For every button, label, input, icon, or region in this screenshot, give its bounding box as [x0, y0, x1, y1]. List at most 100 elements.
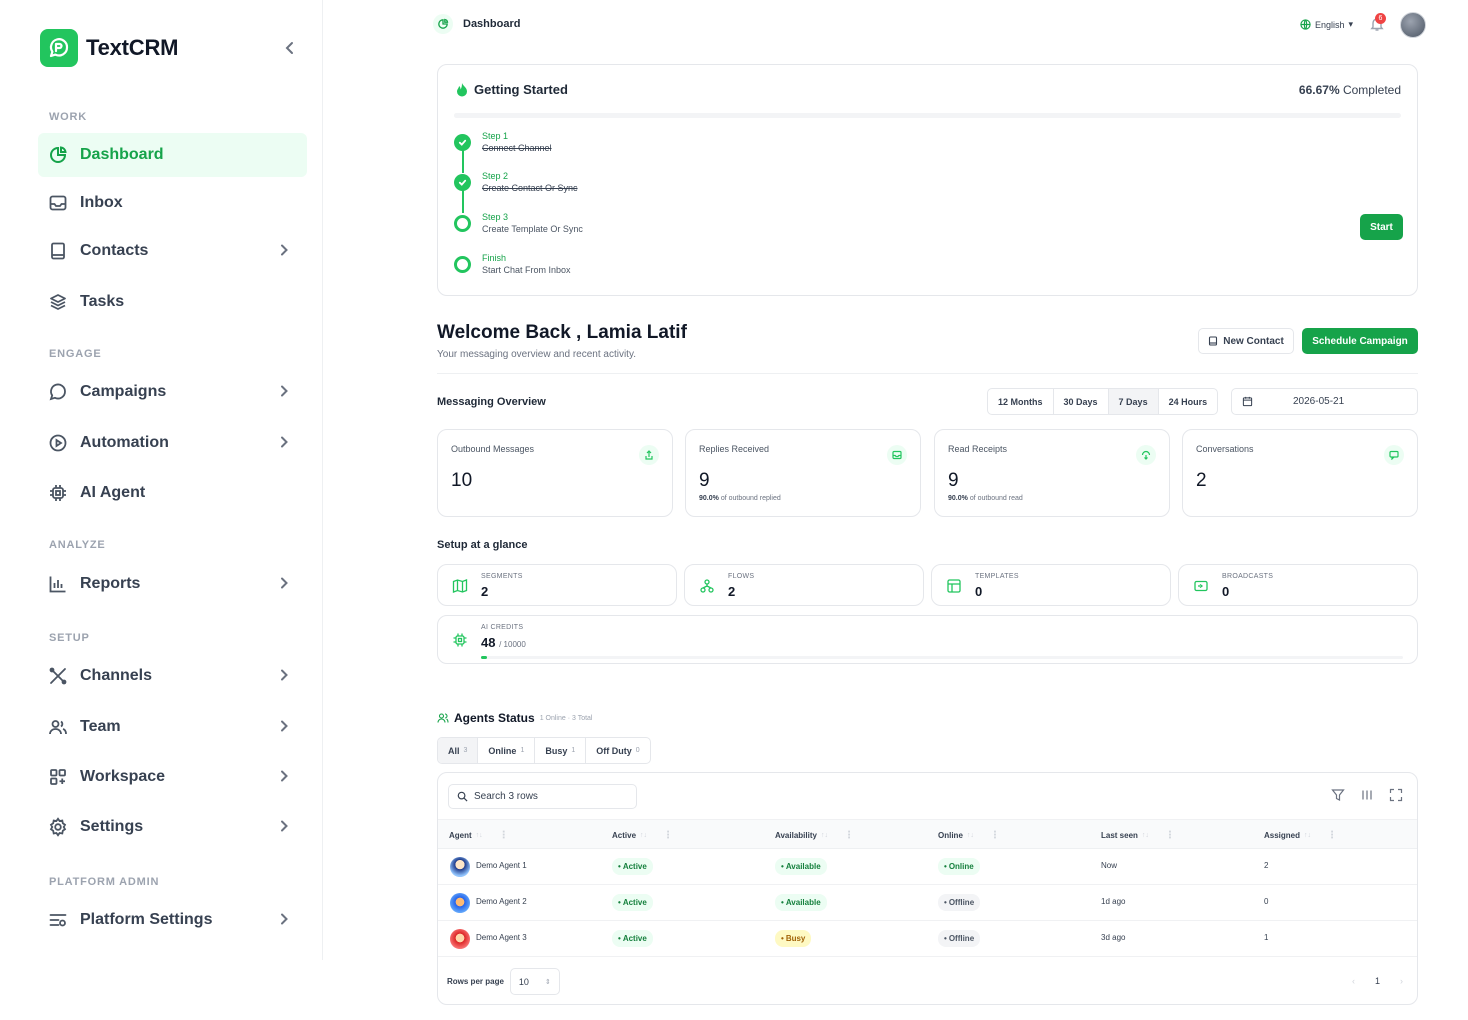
range-12-months[interactable]: 12 Months — [988, 389, 1054, 414]
sidebar-item-team[interactable]: Team — [38, 705, 307, 749]
fullscreen-icon[interactable] — [1389, 788, 1403, 802]
table-header: Agent ↑↓ ⋮ Active ↑↓ ⋮ Availability ↑↓ ⋮ Onlin… — [438, 819, 1417, 849]
sidebar-item-automation[interactable]: Automation — [38, 421, 307, 465]
channels-icon — [48, 666, 68, 686]
read-receipt-icon — [1136, 445, 1156, 465]
credits-value: 48 / 10000 — [481, 635, 526, 650]
sidebar-item-tasks[interactable]: Tasks — [38, 280, 307, 324]
schedule-campaign-button[interactable]: Schedule Campaign — [1302, 328, 1418, 354]
sidebar-item-campaigns[interactable]: Campaigns — [38, 370, 307, 414]
search-input[interactable] — [474, 791, 624, 802]
step-connector — [462, 149, 464, 173]
table-row[interactable]: Demo Agent 3 • Active • Busy • Offline 3… — [438, 921, 1417, 957]
dashboard-icon — [433, 14, 453, 34]
breadcrumb-label: Dashboard — [463, 18, 521, 30]
sort-icon: ↑↓ — [820, 832, 828, 839]
sidebar-item-label: Workspace — [80, 768, 166, 785]
prev-page-icon[interactable]: ‹ — [1351, 976, 1355, 986]
step-description: Start Chat From Inbox — [482, 265, 571, 275]
agents-table-card: Agent↑↓⋮ Active↑↓⋮ Availability↑↓⋮ Onlin… — [437, 772, 1418, 1005]
brand[interactable]: TextCRM — [40, 29, 179, 67]
chevron-right-icon — [277, 819, 291, 833]
last-seen: Now — [1101, 861, 1118, 870]
table-row[interactable]: Demo Agent 1 • Active • Available • Onli… — [438, 849, 1417, 885]
sidebar-item-label: Inbox — [80, 194, 123, 211]
tab-online[interactable]: Online 1 — [478, 738, 536, 763]
globe-icon — [1300, 19, 1311, 30]
filter-icon[interactable] — [1331, 788, 1345, 802]
next-page-icon[interactable]: › — [1400, 976, 1403, 986]
stat-label: Conversations — [1196, 444, 1254, 454]
range-30-days[interactable]: 30 Days — [1054, 389, 1109, 414]
send-icon — [639, 445, 659, 465]
table-row[interactable]: Demo Agent 2 • Active • Available • Offl… — [438, 885, 1417, 921]
page-subtitle: Your messaging overview and recent activ… — [437, 349, 636, 360]
sidebar-item-contacts[interactable]: Contacts — [38, 229, 307, 273]
columns-icon[interactable] — [1360, 788, 1374, 802]
sidebar-item-settings[interactable]: Settings — [38, 805, 307, 849]
progress-fill — [454, 113, 1086, 118]
chat-icon — [1384, 445, 1404, 465]
chevron-right-icon — [277, 668, 291, 682]
tab-off-duty[interactable]: Off Duty 0 — [596, 745, 640, 756]
getting-started-title: Getting Started — [474, 82, 568, 97]
step-description: Create Template Or Sync — [482, 224, 583, 234]
chevron-right-icon — [277, 719, 291, 733]
settings-icon — [48, 817, 68, 837]
assigned-count: 2 — [1264, 861, 1269, 870]
new-contact-button[interactable]: New Contact — [1198, 328, 1294, 354]
user-avatar[interactable] — [1400, 12, 1426, 38]
workspace-icon — [48, 767, 68, 787]
start-button[interactable]: Start — [1360, 214, 1403, 240]
page-title: Welcome Back , Lamia Latif — [437, 322, 687, 343]
search-field[interactable] — [448, 784, 637, 809]
setup-title: Setup at a glance — [437, 539, 528, 551]
sidebar-item-workspace[interactable]: Workspace — [38, 755, 307, 799]
collapse-sidebar-icon[interactable] — [280, 38, 300, 58]
column-menu-icon: ⋮ — [1164, 830, 1175, 841]
tab-all[interactable]: All 3 — [438, 738, 479, 763]
tasks-icon — [48, 292, 68, 312]
range-7-days[interactable]: 7 Days — [1108, 389, 1159, 414]
column-menu-icon: ⋮ — [663, 830, 674, 841]
check-circle-icon — [454, 134, 471, 151]
sidebar-item-ai-agent[interactable]: AI Agent — [38, 471, 307, 515]
sidebar-item-channels[interactable]: Channels — [38, 654, 307, 698]
assigned-count: 1 — [1264, 933, 1269, 942]
page-number[interactable]: 1 — [1374, 976, 1380, 986]
caret-down-icon: ▾ — [1348, 19, 1354, 29]
sidebar-item-inbox[interactable]: Inbox — [38, 181, 307, 225]
glance-label: BROADCASTS — [1222, 573, 1274, 580]
assigned-count: 0 — [1264, 897, 1269, 906]
column-last-seen[interactable]: Last seen ↑↓ ⋮ — [1101, 830, 1175, 841]
notification-badge: 6 — [1375, 13, 1386, 24]
step-name: Step 2 — [482, 171, 509, 181]
tab-busy[interactable]: Busy 1 — [535, 738, 587, 763]
step-item: Finish Start Chat From Inbox — [454, 253, 571, 276]
range-24-hours[interactable]: 24 Hours — [1168, 396, 1208, 407]
sidebar-item-platform-settings[interactable]: Platform Settings — [38, 898, 307, 942]
agents-status-summary: 1 Online · 3 Total — [539, 714, 593, 722]
chevron-right-icon — [277, 769, 291, 783]
column-menu-icon: ⋮ — [1327, 830, 1338, 841]
sidebar-item-reports[interactable]: Reports — [38, 562, 307, 606]
column-online[interactable]: Online ↑↓ ⋮ — [938, 830, 1000, 841]
sidebar-item-dashboard[interactable]: Dashboard — [38, 133, 307, 177]
column-active[interactable]: Active ↑↓ ⋮ — [612, 830, 674, 841]
column-assigned[interactable]: Assigned ↑↓ ⋮ — [1264, 830, 1338, 841]
column-agent[interactable]: Agent ↑↓ ⋮ — [449, 830, 509, 841]
date-picker[interactable]: 2026-05-21 — [1231, 388, 1418, 415]
agent-name: Demo Agent 1 — [476, 861, 527, 870]
ai-agent-icon — [48, 483, 68, 503]
check-circle-icon — [454, 174, 471, 191]
circle-icon — [454, 215, 471, 232]
rows-per-page-select[interactable]: 10 ⇕ — [509, 968, 560, 995]
language-selector[interactable]: English ▾ — [1300, 19, 1353, 30]
flow-icon — [699, 578, 715, 594]
divider — [437, 373, 1418, 374]
team-icon — [48, 717, 68, 737]
stat-card-read-receipts: Read Receipts 9 90.0% of outbound read — [934, 429, 1170, 517]
online-badge: • Online — [938, 858, 980, 875]
glance-value: 2 — [728, 584, 736, 599]
column-availability[interactable]: Availability ↑↓ ⋮ — [775, 830, 854, 841]
